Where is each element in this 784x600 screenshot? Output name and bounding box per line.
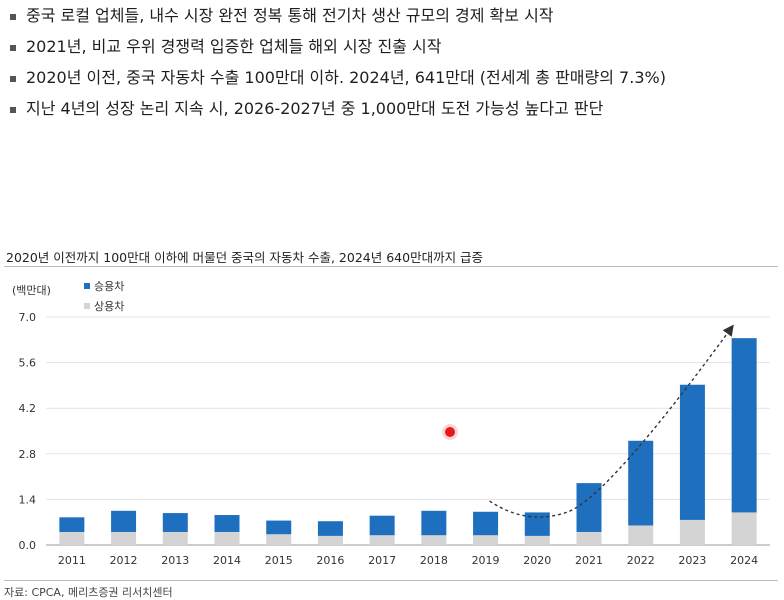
bar-passenger bbox=[576, 483, 602, 532]
bar-passenger bbox=[266, 520, 292, 535]
bullet-text: 2021년, 비교 우위 경쟁력 입증한 업체들 해외 시장 진출 시작 bbox=[26, 37, 442, 56]
bar-commercial bbox=[162, 531, 188, 545]
bullet-text: 지난 4년의 성장 논리 지속 시, 2026-2027년 중 1,000만대 … bbox=[26, 99, 604, 118]
bar-passenger bbox=[162, 513, 188, 532]
bullet-text: 2020년 이전, 중국 자동차 수출 100만대 이하. 2024년, 641… bbox=[26, 68, 666, 87]
bar-commercial bbox=[679, 519, 705, 545]
x-tick-label: 2021 bbox=[575, 554, 603, 567]
bullet-item: 2021년, 비교 우위 경쟁력 입증한 업체들 해외 시장 진출 시작 bbox=[8, 35, 778, 66]
bullet-item: 중국 로컬 업체들, 내수 시장 완전 정복 통해 전기차 생산 규모의 경제 … bbox=[8, 4, 778, 35]
bar-commercial bbox=[731, 512, 757, 545]
bullet-list: 중국 로컬 업체들, 내수 시장 완전 정복 통해 전기차 생산 규모의 경제 … bbox=[8, 4, 778, 128]
x-tick-label: 2022 bbox=[627, 554, 655, 567]
bar-passenger bbox=[421, 510, 447, 536]
bar-passenger bbox=[369, 515, 395, 536]
x-tick-label: 2015 bbox=[265, 554, 293, 567]
bar-commercial bbox=[59, 531, 85, 545]
bar-commercial bbox=[266, 534, 292, 545]
bar-commercial bbox=[421, 535, 447, 545]
x-tick-label: 2013 bbox=[161, 554, 189, 567]
x-tick-label: 2012 bbox=[110, 554, 138, 567]
bar-passenger bbox=[524, 512, 550, 536]
title-divider bbox=[4, 266, 778, 267]
bar-passenger bbox=[473, 511, 499, 536]
bullet-square-icon bbox=[10, 107, 16, 113]
bar-commercial bbox=[524, 535, 550, 545]
bullet-text: 중국 로컬 업체들, 내수 시장 완전 정복 통해 전기차 생산 규모의 경제 … bbox=[26, 6, 554, 25]
x-tick-label: 2024 bbox=[730, 554, 758, 567]
source-divider bbox=[4, 580, 778, 581]
y-unit-label: (백만대) bbox=[12, 284, 51, 297]
bullet-square-icon bbox=[10, 45, 16, 51]
chart-title: 2020년 이전까지 100만대 이하에 머물던 중국의 자동차 수출, 202… bbox=[6, 250, 484, 265]
legend-swatch bbox=[84, 283, 90, 289]
bar-passenger bbox=[679, 384, 705, 520]
bullet-square-icon bbox=[10, 14, 16, 20]
y-tick-label: 0.0 bbox=[19, 539, 37, 552]
bar-passenger bbox=[317, 521, 343, 536]
x-tick-label: 2023 bbox=[678, 554, 706, 567]
x-tick-label: 2016 bbox=[316, 554, 344, 567]
y-tick-label: 5.6 bbox=[19, 357, 37, 370]
legend-label: 승용차 bbox=[94, 280, 124, 293]
bar-passenger bbox=[214, 515, 240, 532]
y-tick-label: 4.2 bbox=[19, 402, 37, 415]
source-note: 자료: CPCA, 메리츠증권 리서치센터 bbox=[4, 586, 173, 599]
trend-arrow bbox=[489, 324, 734, 518]
bar-commercial bbox=[214, 531, 240, 545]
bar-passenger bbox=[111, 510, 137, 532]
y-tick-label: 2.8 bbox=[19, 448, 37, 461]
x-tick-label: 2014 bbox=[213, 554, 241, 567]
x-tick-label: 2018 bbox=[420, 554, 448, 567]
bar-passenger bbox=[59, 517, 85, 532]
bar-passenger bbox=[628, 440, 654, 526]
cursor-dot-icon bbox=[445, 427, 455, 437]
y-tick-label: 7.0 bbox=[19, 311, 37, 324]
bullet-item: 지난 4년의 성장 논리 지속 시, 2026-2027년 중 1,000만대 … bbox=[8, 97, 778, 128]
y-tick-label: 1.4 bbox=[19, 493, 37, 506]
bar-commercial bbox=[317, 535, 343, 545]
legend-label: 상용차 bbox=[94, 300, 124, 313]
bullet-square-icon bbox=[10, 76, 16, 82]
x-tick-label: 2020 bbox=[523, 554, 551, 567]
bar-commercial bbox=[473, 535, 499, 545]
x-tick-label: 2011 bbox=[58, 554, 86, 567]
legend-swatch bbox=[84, 303, 90, 309]
bar-commercial bbox=[111, 531, 137, 545]
bar-commercial bbox=[576, 531, 602, 545]
x-tick-label: 2017 bbox=[368, 554, 396, 567]
bar-passenger bbox=[731, 338, 757, 513]
bar-commercial bbox=[369, 535, 395, 545]
x-tick-label: 2019 bbox=[472, 554, 500, 567]
bullet-item: 2020년 이전, 중국 자동차 수출 100만대 이하. 2024년, 641… bbox=[8, 66, 778, 97]
bar-commercial bbox=[628, 525, 654, 545]
